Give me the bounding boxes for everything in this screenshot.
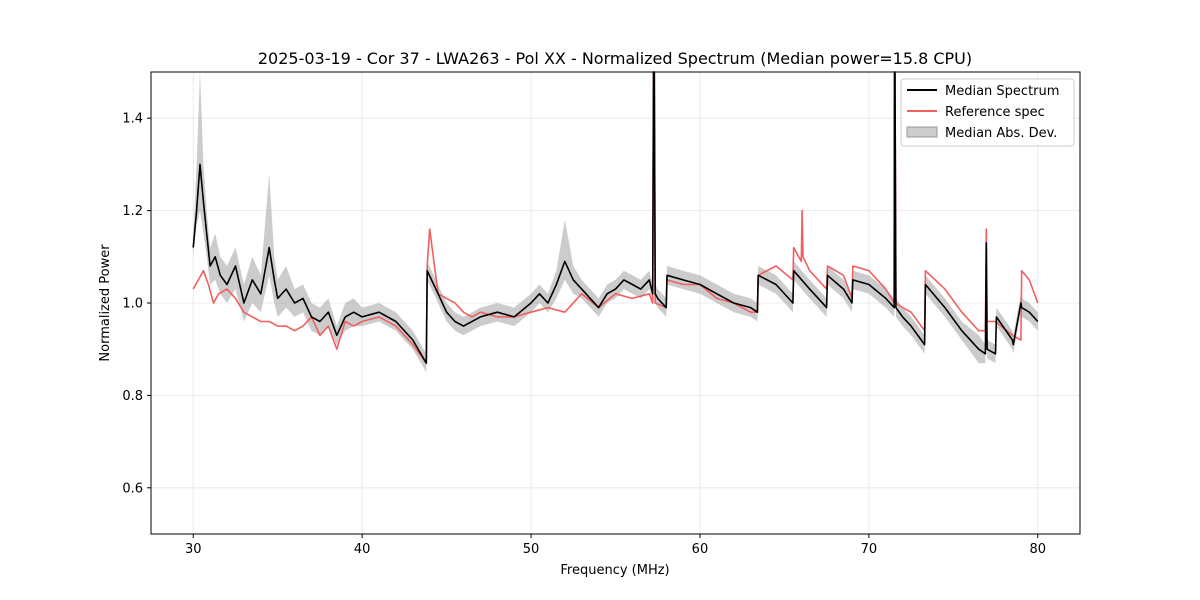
axis-ticks: 30 40 50 60 70 80 0.6 0.8 1.0 1.2 1.4 xyxy=(122,112,1046,557)
legend: Median Spectrum Reference spec Median Ab… xyxy=(900,78,1075,147)
legend-box xyxy=(900,78,1075,147)
legend-mad-label: Median Abs. Dev. xyxy=(945,126,1057,141)
x-tick-label: 80 xyxy=(1029,542,1046,557)
x-tick-label: 30 xyxy=(185,542,202,557)
y-tick-label: 1.0 xyxy=(122,297,143,312)
median-series-layer xyxy=(192,71,1039,364)
legend-reference-label: Reference spec xyxy=(945,105,1045,120)
y-tick-label: 1.4 xyxy=(122,112,143,127)
x-tick-label: 70 xyxy=(861,542,878,557)
x-tick-label: 60 xyxy=(692,542,709,557)
y-tick-label: 0.6 xyxy=(122,481,143,496)
median-spectrum-line xyxy=(192,71,1039,364)
x-tick-label: 40 xyxy=(354,542,371,557)
y-tick-label: 1.2 xyxy=(122,204,143,219)
x-axis-label: Frequency (MHz) xyxy=(560,563,669,578)
legend-median-label: Median Spectrum xyxy=(945,84,1059,99)
x-tick-label: 50 xyxy=(523,542,540,557)
chart-title: 2025-03-19 - Cor 37 - LWA263 - Pol XX - … xyxy=(258,49,972,68)
y-tick-label: 0.8 xyxy=(122,389,143,404)
legend-mad-swatch xyxy=(906,126,938,138)
y-axis-label: Normalized Power xyxy=(98,244,113,362)
